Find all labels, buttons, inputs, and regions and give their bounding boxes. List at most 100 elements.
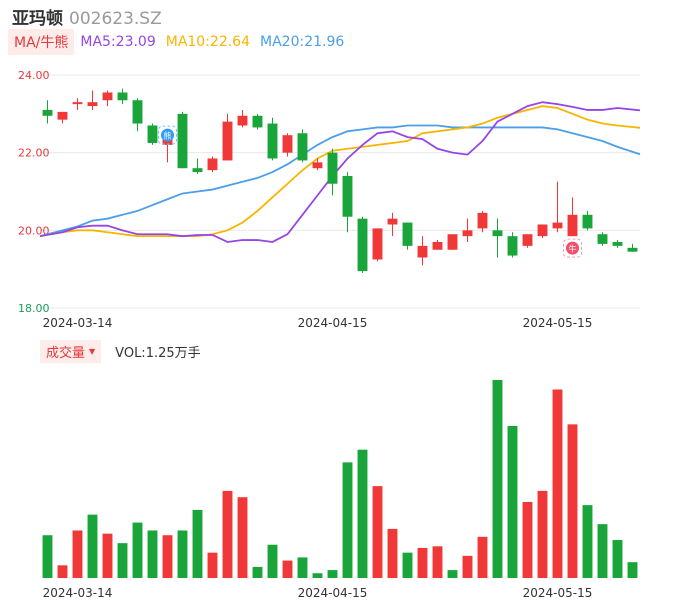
- candle: [222, 113, 233, 161]
- candle-body: [372, 228, 383, 260]
- ma10-value: MA10:22.64: [165, 34, 251, 50]
- candle-body: [132, 100, 143, 124]
- candle: [297, 129, 308, 163]
- candle: [252, 113, 263, 130]
- volume-badge-label: 成交量: [46, 345, 86, 361]
- candle-body: [507, 236, 518, 256]
- x-axis-top: 2024-03-14 2024-04-15 2024-05-15: [43, 316, 593, 330]
- ma5-value: MA5:23.09: [80, 34, 156, 50]
- volume-bar: [192, 509, 203, 578]
- volume-bar: [252, 566, 263, 578]
- candle: [462, 218, 473, 242]
- volume-bar: [177, 530, 188, 578]
- candle-body: [177, 113, 188, 169]
- volume-bar: [42, 535, 53, 578]
- candle-body: [342, 175, 353, 217]
- ma-legend: MA/牛熊 MA5:23.09 MA10:22.64 MA20:21.96: [8, 29, 354, 55]
- candle-body: [462, 230, 473, 237]
- candle: [177, 111, 188, 169]
- candle: [132, 98, 143, 132]
- x-tick-label: 2024-05-15: [523, 316, 593, 330]
- x-tick-label: 2024-03-14: [43, 316, 113, 330]
- candle: [387, 212, 398, 237]
- candle-body: [162, 139, 173, 145]
- candle-body: [312, 162, 323, 169]
- y-tick-label: 18.00: [18, 302, 50, 315]
- volume-bar: [102, 533, 113, 578]
- y-tick-label: 22.00: [18, 147, 50, 160]
- volume-bar: [297, 557, 308, 578]
- x-tick-label: 2024-03-14: [43, 586, 113, 600]
- volume-bar: [327, 570, 338, 578]
- candle: [267, 117, 278, 161]
- candle-body: [447, 234, 458, 250]
- candle: [342, 172, 353, 233]
- volume-bar: [507, 425, 518, 578]
- candle-body: [282, 135, 293, 153]
- volume-bar: [462, 555, 473, 578]
- ma20-value: MA20:21.96: [260, 34, 345, 50]
- candle: [357, 216, 368, 274]
- candle: [507, 232, 518, 258]
- price-grid: [40, 74, 640, 309]
- marker-dot: [566, 241, 579, 255]
- stock-name: 亚玛顿: [12, 9, 63, 29]
- candle: [57, 111, 68, 124]
- volume-bar: [552, 389, 563, 578]
- volume-bar: [417, 547, 428, 578]
- volume-bars: [42, 380, 638, 578]
- candle-body: [252, 115, 263, 128]
- markers: 熊牛: [158, 125, 582, 258]
- candle: [432, 240, 443, 250]
- volume-bar: [72, 530, 83, 578]
- candle: [477, 210, 488, 233]
- x-tick-label: 2024-05-15: [523, 586, 593, 600]
- volume-bar: [117, 543, 128, 578]
- candle: [162, 139, 173, 163]
- volume-bar: [567, 424, 578, 578]
- candle: [627, 243, 638, 252]
- volume-bar: [537, 490, 548, 578]
- candle-body: [72, 102, 83, 105]
- candle: [522, 234, 533, 248]
- candle: [147, 123, 158, 145]
- volume-bar: [597, 524, 608, 578]
- candle: [492, 218, 503, 258]
- volume-bar: [357, 449, 368, 578]
- y-tick-label: 24.00: [18, 69, 50, 82]
- candle-body: [327, 152, 338, 184]
- volume-bar: [222, 490, 233, 578]
- volume-bar: [282, 560, 293, 578]
- volume-bar: [402, 552, 413, 578]
- candle: [117, 88, 128, 105]
- x-axis-bottom: 2024-03-14 2024-04-15 2024-05-15: [43, 586, 593, 600]
- candle-body: [207, 158, 218, 171]
- candle-body: [357, 218, 368, 272]
- candle-body: [417, 245, 428, 258]
- volume-bar: [372, 486, 383, 578]
- volume-bar: [612, 539, 623, 578]
- marker-dot: [161, 128, 174, 142]
- volume-bar: [627, 562, 638, 578]
- candle-body: [297, 133, 308, 161]
- candle: [612, 240, 623, 248]
- volume-bar: [267, 544, 278, 578]
- y-tick-label: 20.00: [18, 224, 50, 237]
- bear-icon: 熊: [158, 125, 177, 145]
- candle-body: [222, 121, 233, 161]
- volume-indicator-selector[interactable]: 成交量 ▼: [40, 339, 102, 363]
- volume-bar: [132, 522, 143, 578]
- candle-body: [432, 241, 443, 250]
- marker-label: 牛: [569, 244, 577, 254]
- price-axis: 24.00 22.00 20.00 18.00: [18, 69, 50, 315]
- candle-body: [477, 212, 488, 229]
- volume-value: VOL:1.25万手: [115, 345, 201, 361]
- volume-bar: [447, 570, 458, 578]
- candle: [582, 210, 593, 231]
- ma-indicator-selector[interactable]: MA/牛熊: [8, 29, 75, 55]
- marker-frame: [158, 125, 177, 145]
- volume-bar: [207, 552, 218, 578]
- volume-bar: [387, 528, 398, 578]
- marker-label: 熊: [164, 131, 172, 141]
